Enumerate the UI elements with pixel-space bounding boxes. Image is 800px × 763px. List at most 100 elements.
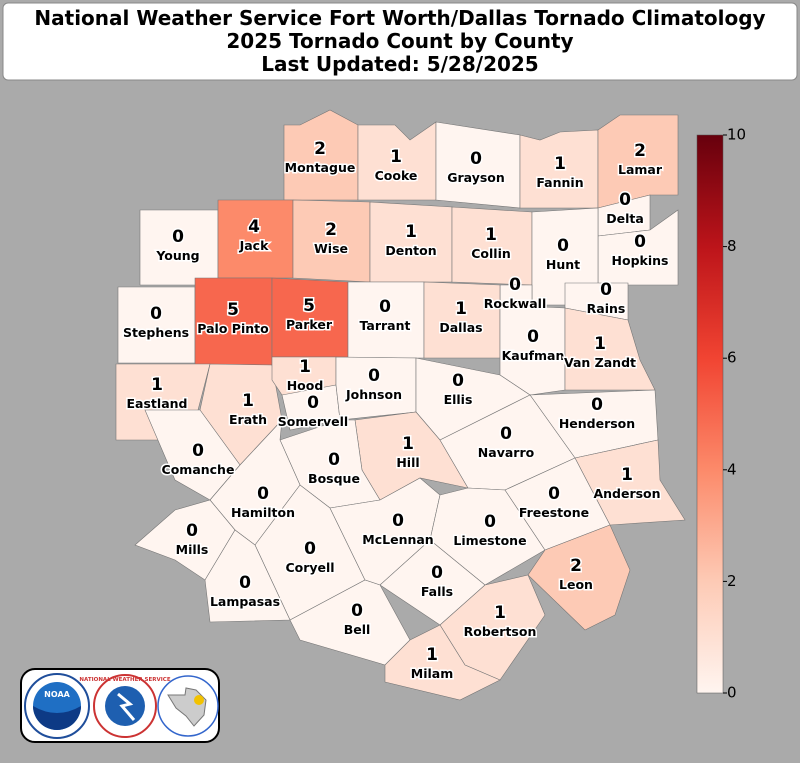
nws-bolt: [117, 692, 136, 721]
county: [204, 529, 291, 623]
tick-label: 2: [727, 572, 737, 590]
county-name: Freestone: [519, 505, 589, 520]
county-count: 0: [548, 484, 560, 504]
county-name: Mills: [176, 542, 209, 557]
county-name: Palo Pinto: [197, 321, 269, 336]
county-count: 0: [351, 601, 363, 621]
title-box: [2, 2, 798, 81]
county: [335, 356, 417, 421]
county-count: 1: [426, 645, 438, 665]
county-name: Rains: [587, 301, 626, 316]
county-name: Hopkins: [612, 253, 669, 268]
county-name: Hamilton: [231, 505, 295, 520]
county-count: 0: [634, 232, 646, 252]
tick-label: 8: [727, 237, 737, 255]
tick-label: 0: [727, 684, 737, 702]
county-count: 0: [452, 371, 464, 391]
county-count: 0: [509, 275, 521, 295]
county-name: Hunt: [546, 257, 580, 272]
county-count: 4: [248, 217, 260, 237]
title: National Weather Service Fort Worth/Dall…: [34, 6, 765, 30]
county-count: 0: [379, 297, 391, 317]
county-name: Hill: [396, 455, 419, 470]
county-count: 0: [470, 149, 482, 169]
county-count: 0: [328, 450, 340, 470]
county-count: 2: [325, 220, 337, 240]
county-name: Erath: [229, 412, 267, 427]
county-count: 1: [405, 222, 417, 242]
noaa-wave: [33, 706, 81, 730]
county-count: 0: [307, 393, 319, 413]
county-count: 0: [500, 424, 512, 444]
county-name: Somervell: [278, 414, 348, 429]
county-name: Montague: [285, 160, 356, 175]
county-count: 0: [186, 521, 198, 541]
subtitle: 2025 Tornado Count by County: [226, 29, 573, 53]
county-count: 0: [600, 280, 612, 300]
updated: Last Updated: 5/28/2025: [261, 52, 538, 76]
county-name: Lamar: [618, 162, 663, 177]
county-name: Collin: [471, 246, 511, 261]
county-name: Grayson: [447, 170, 505, 185]
cwa-marker: [194, 695, 204, 705]
county-name: Tarrant: [360, 318, 411, 333]
county-count: 1: [151, 375, 163, 395]
county-count: 1: [390, 147, 402, 167]
county-count: 0: [192, 441, 204, 461]
county-count: 2: [570, 556, 582, 576]
county-count: 0: [484, 512, 496, 532]
county-name: Leon: [559, 577, 593, 592]
county: [384, 624, 501, 701]
county-name: Eastland: [127, 396, 188, 411]
county-name: Johnson: [345, 387, 402, 402]
county-count: 1: [402, 434, 414, 454]
county-name: Falls: [421, 584, 453, 599]
county-name: Bosque: [308, 471, 360, 486]
county-name: Ellis: [444, 392, 473, 407]
county-count: 1: [455, 299, 467, 319]
county-count: 0: [431, 563, 443, 583]
county-name: Milam: [411, 666, 453, 681]
county-count: 0: [392, 511, 404, 531]
county-count: 0: [172, 227, 184, 247]
county: [369, 201, 453, 283]
county-count: 1: [554, 154, 566, 174]
county-name: Bell: [344, 622, 371, 637]
county-count: 1: [621, 465, 633, 485]
county-name: Stephens: [123, 325, 189, 340]
county-name: Parker: [286, 317, 333, 332]
county-name: Fannin: [536, 175, 583, 190]
county-count: 1: [242, 391, 254, 411]
county-name: Wise: [314, 241, 348, 256]
county-name: Limestone: [453, 533, 526, 548]
noaa-text: NOAA: [44, 690, 70, 699]
county: [564, 307, 656, 391]
county-count: 5: [227, 300, 239, 320]
county-count: 1: [594, 334, 606, 354]
county-count: 0: [304, 539, 316, 559]
county-name: Henderson: [559, 416, 635, 431]
county-count: 0: [150, 304, 162, 324]
county-name: Jack: [239, 238, 269, 253]
county-name: Young: [155, 248, 199, 263]
county-count: 0: [239, 573, 251, 593]
county-name: Van Zandt: [564, 355, 636, 370]
county-count: 1: [485, 225, 497, 245]
county-count: 0: [619, 190, 631, 210]
county-count: 2: [314, 139, 326, 159]
county-name: Denton: [385, 243, 436, 258]
county-name: Coryell: [285, 560, 334, 575]
county-count: 1: [299, 357, 311, 377]
county-name: Robertson: [464, 624, 537, 639]
county-count: 0: [368, 366, 380, 386]
county-count: 0: [527, 327, 539, 347]
county-name: Kaufman: [502, 348, 565, 363]
county-name: Delta: [606, 211, 644, 226]
county-count: 2: [634, 141, 646, 161]
county-count: 1: [494, 603, 506, 623]
county-count: 0: [591, 395, 603, 415]
county-name: Rockwall: [484, 296, 547, 311]
county-name: McLennan: [362, 532, 433, 547]
